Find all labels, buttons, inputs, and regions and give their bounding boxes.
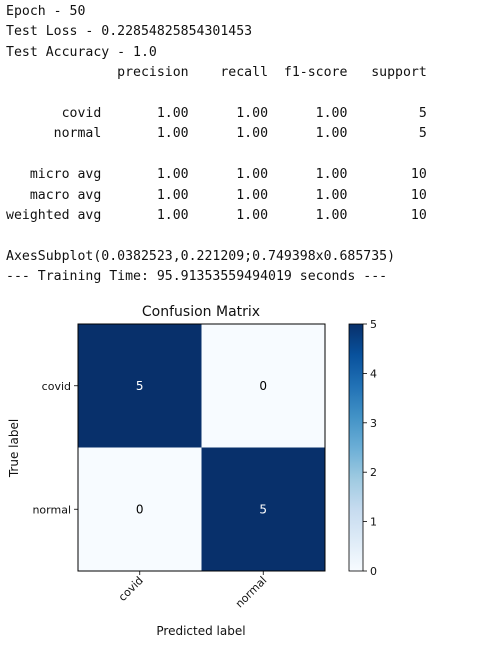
colorbar-tick-label: 0 [370, 565, 377, 578]
blank-line [6, 226, 427, 246]
report-header-line: precision recall f1-score support [6, 65, 427, 81]
matrix-cell [201, 447, 325, 571]
colorbar [348, 323, 364, 572]
y-tick-label: covid [42, 380, 71, 393]
colorbar-tick-label: 3 [370, 417, 377, 430]
colorbar-tick-label: 5 [370, 318, 377, 331]
y-tick-label: normal [32, 503, 71, 516]
report-row-normal: normal 1.00 1.00 1.00 5 [6, 126, 427, 142]
report-row-macro-avg: macro avg 1.00 1.00 1.00 10 [6, 187, 427, 203]
blank-line [6, 145, 427, 165]
report-row-covid: covid 1.00 1.00 1.00 5 [6, 105, 427, 121]
test-loss-line: Test Loss - 0.22854825854301453 [6, 24, 253, 40]
cell-output: Epoch - 50 Test Loss - 0.2285482585430145… [6, 2, 427, 287]
confusion-matrix-chart: Confusion Matrix 5 0 0 5 covid normal covid n… [7, 304, 377, 638]
chart-title: Confusion Matrix [142, 304, 260, 320]
x-axis-label: Predicted label [156, 624, 245, 638]
matrix-cell-value: 5 [259, 502, 267, 516]
matrix-cell-value: 0 [259, 379, 267, 393]
matrix-cell-value: 0 [136, 502, 144, 516]
x-tick-label: normal [233, 574, 269, 610]
y-axis-label: True label [7, 419, 21, 478]
matrix-cell-value: 5 [136, 379, 144, 393]
training-time-line: --- Training Time: 95.91353559494019 sec… [6, 269, 388, 285]
matrix-cell [78, 447, 202, 571]
colorbar-tick-label: 4 [370, 367, 377, 380]
colorbar-tick-label: 2 [370, 466, 377, 479]
epoch-line: Epoch - 50 [6, 4, 86, 19]
matrix-cell [201, 324, 325, 448]
test-accuracy-line: Test Accuracy - 1.0 [6, 44, 157, 60]
report-row-micro-avg: micro avg 1.00 1.00 1.00 10 [6, 167, 427, 183]
blank-line [6, 84, 427, 104]
plot-frame [77, 323, 326, 572]
colorbar-tick-label: 1 [370, 516, 377, 529]
axes-repr-line: AxesSubplot(0.0382523,0.221209;0.749398x… [6, 248, 396, 264]
x-tick-label: covid [116, 574, 146, 604]
report-row-weighted-avg: weighted avg 1.00 1.00 1.00 10 [6, 207, 427, 223]
matrix-cell [78, 324, 202, 448]
confusion-matrix-figure: Confusion Matrix 5 0 0 5 covid normal covid n… [0, 298, 490, 648]
